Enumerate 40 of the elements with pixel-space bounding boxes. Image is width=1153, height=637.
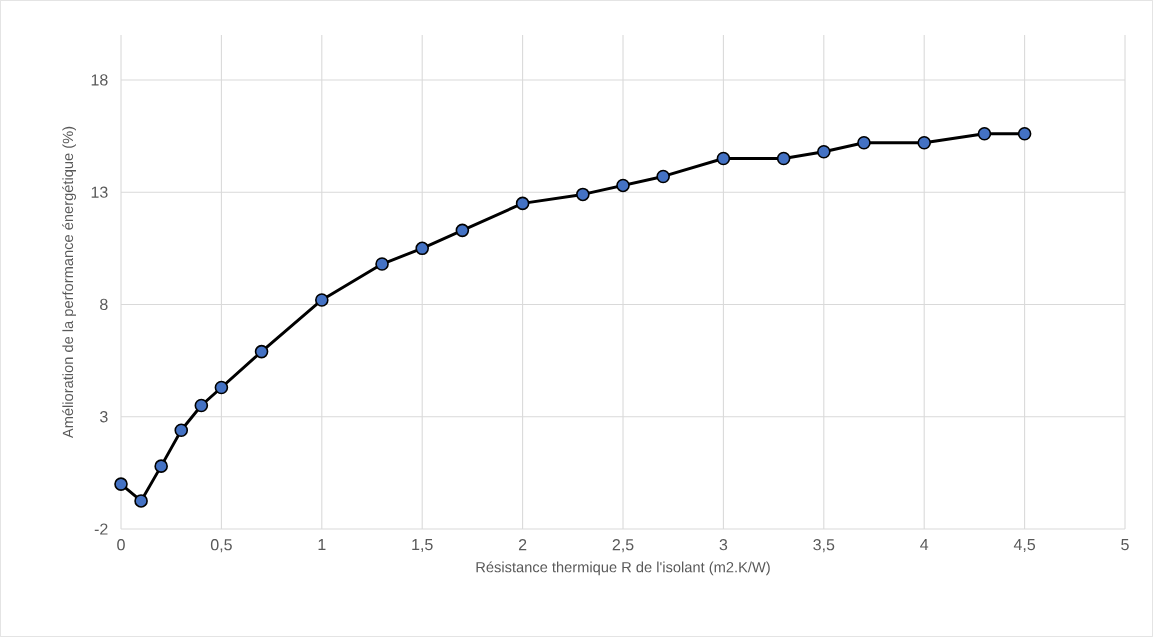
point <box>415 241 429 256</box>
point <box>254 344 269 359</box>
point <box>656 169 670 184</box>
point <box>134 494 148 508</box>
point <box>977 127 992 141</box>
point <box>174 423 189 437</box>
y-tick-label: 3 <box>100 411 108 423</box>
y-axis-title: Amélioration de la performance énergétique (%) <box>62 126 76 439</box>
point <box>716 151 731 166</box>
y-tick-label: 8 <box>100 298 108 311</box>
x-tick-label: 5 <box>1121 539 1129 551</box>
x-tick-label: 3,5 <box>813 539 835 553</box>
y-tick-label: -2 <box>94 523 108 535</box>
point <box>455 223 470 238</box>
point <box>214 380 229 395</box>
point <box>576 187 590 202</box>
point <box>917 135 932 150</box>
y-tick-label: 18 <box>91 74 108 86</box>
point <box>1017 127 1032 141</box>
x-tick-label: 4,5 <box>1013 539 1036 553</box>
point <box>817 144 831 159</box>
x-tick-label: 2,5 <box>612 539 634 553</box>
point <box>194 398 209 413</box>
point <box>375 257 389 271</box>
point <box>857 135 871 150</box>
x-tick-label: 1,5 <box>412 539 433 553</box>
x-tick-label: 0,5 <box>210 539 232 553</box>
point <box>154 459 168 473</box>
point <box>315 293 329 307</box>
x-tick-label: 4 <box>920 539 929 551</box>
x-tick-label: 1 <box>318 539 326 551</box>
x-tick-label: 0 <box>117 539 125 551</box>
point <box>776 151 791 166</box>
point <box>616 178 630 193</box>
y-tick-label: 13 <box>91 186 108 198</box>
x-tick-label: 2 <box>518 539 527 551</box>
point <box>515 196 530 211</box>
x-tick-label: 3 <box>719 539 728 551</box>
point <box>114 477 128 491</box>
x-axis-title: Résistance thermique R de l'isolant (m2.K/W) <box>476 561 770 576</box>
